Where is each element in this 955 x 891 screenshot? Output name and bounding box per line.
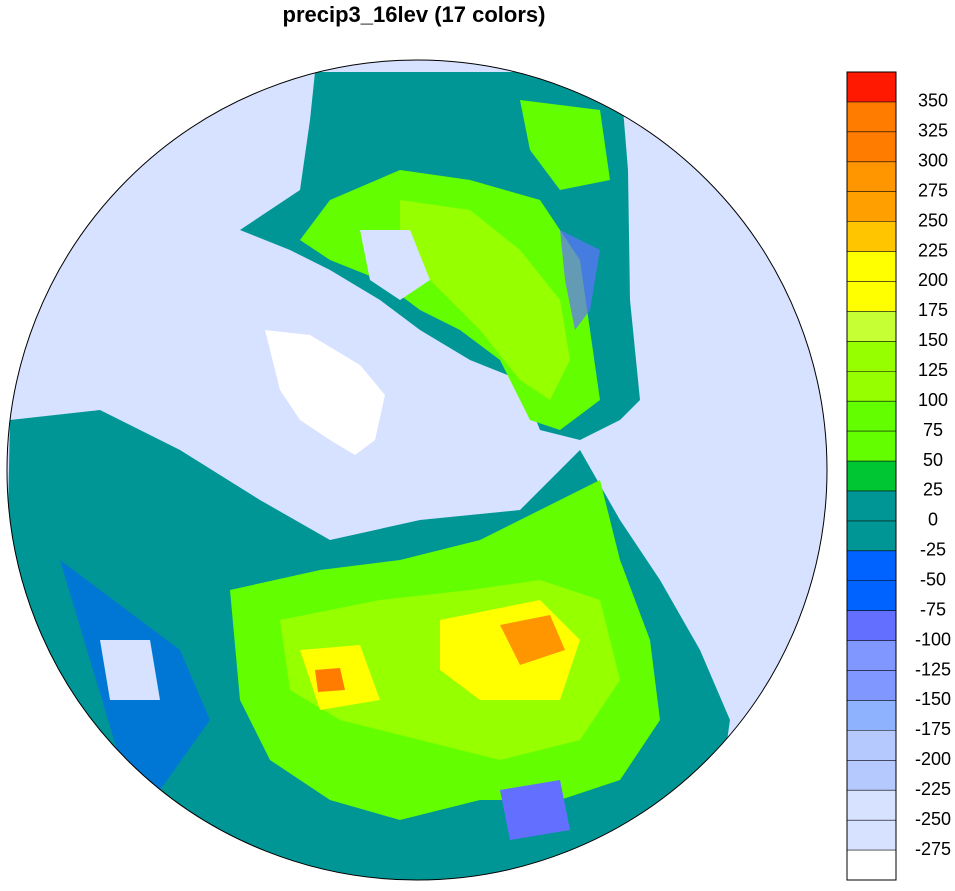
colorbar-label: 250 — [918, 210, 948, 230]
colorbar-box — [847, 221, 896, 252]
colorbar-box — [847, 580, 896, 611]
colorbar-box — [847, 520, 896, 551]
colorbar-label: 350 — [918, 91, 948, 111]
colorbar-label: -125 — [915, 659, 951, 679]
colorbar-label: 75 — [923, 420, 943, 440]
colorbar-box — [847, 760, 896, 791]
colorbar-box — [847, 790, 896, 821]
colorbar-box — [847, 640, 896, 671]
colorbar-label: 175 — [918, 300, 948, 320]
colorbar-label: -75 — [920, 599, 946, 619]
colorbar-box — [847, 670, 896, 701]
title: precip3_16lev (17 colors) — [283, 2, 546, 27]
colorbar-label: 225 — [918, 240, 948, 260]
colorbar-box — [847, 461, 896, 491]
map — [7, 60, 827, 880]
map-border — [6, 59, 828, 881]
colorbar-box — [847, 341, 896, 372]
colorbar-box — [847, 311, 896, 342]
colorbar-box — [847, 161, 896, 192]
colorbar-box — [847, 850, 896, 880]
colorbar-label: -150 — [915, 689, 951, 709]
colorbar-label: -275 — [915, 839, 951, 859]
colorbar-box — [847, 371, 896, 402]
colorbar-label: -25 — [920, 540, 946, 560]
colorbar-label: 25 — [923, 480, 943, 500]
colorbar-box — [847, 281, 896, 312]
colorbar-box — [847, 490, 896, 521]
colorbar-label: 0 — [928, 510, 938, 530]
colorbar-box — [847, 431, 896, 462]
colorbar-label: 200 — [918, 270, 948, 290]
colorbar-box — [847, 610, 896, 641]
colorbar-box — [847, 401, 896, 432]
colorbar-box — [847, 72, 896, 102]
colorbar-box — [847, 730, 896, 761]
colorbar-label: -250 — [915, 809, 951, 829]
colorbar-label: 325 — [918, 121, 948, 141]
colorbar-box — [847, 820, 896, 851]
colorbar: -275-250-225-200-175-150-125-100-75-50-2… — [846, 71, 951, 881]
colorbar-label: 125 — [918, 360, 948, 380]
colorbar-box — [847, 700, 896, 731]
colorbar-box — [847, 101, 896, 132]
colorbar-box — [847, 191, 896, 222]
colorbar-label: -50 — [920, 569, 946, 589]
colorbar-label: -225 — [915, 779, 951, 799]
colorbar-label: -200 — [915, 749, 951, 769]
colorbar-label: 50 — [923, 450, 943, 470]
colorbar-label: -100 — [915, 629, 951, 649]
colorbar-label: 100 — [918, 390, 948, 410]
colorbar-box — [847, 131, 896, 162]
colorbar-label: 300 — [918, 151, 948, 171]
colorbar-label: 150 — [918, 330, 948, 350]
colorbar-label: 275 — [918, 180, 948, 200]
colorbar-box — [847, 251, 896, 282]
colorbar-box — [847, 550, 896, 581]
colorbar-frame — [846, 71, 897, 881]
colorbar-label: -175 — [915, 719, 951, 739]
